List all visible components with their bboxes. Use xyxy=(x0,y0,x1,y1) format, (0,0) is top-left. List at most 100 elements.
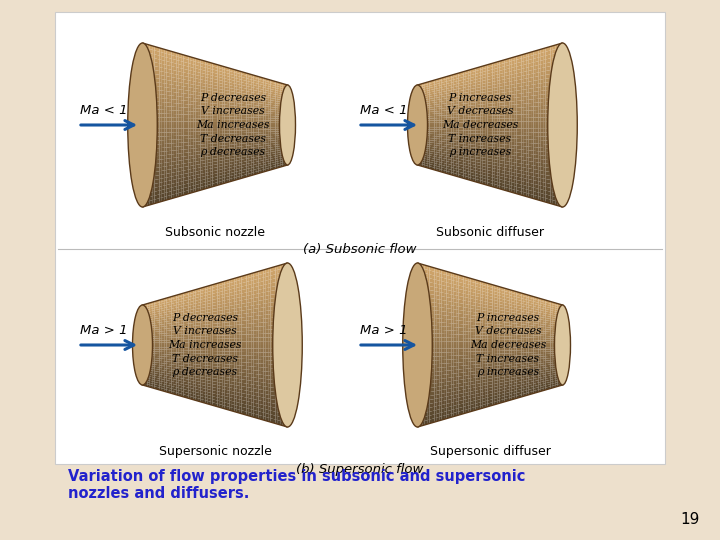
Polygon shape xyxy=(539,132,541,137)
Polygon shape xyxy=(203,380,205,383)
Polygon shape xyxy=(196,389,198,393)
Polygon shape xyxy=(425,144,427,146)
Polygon shape xyxy=(444,345,446,349)
Polygon shape xyxy=(516,372,519,374)
Polygon shape xyxy=(150,200,152,205)
Polygon shape xyxy=(271,160,273,163)
Polygon shape xyxy=(176,114,179,118)
Polygon shape xyxy=(558,303,560,306)
Polygon shape xyxy=(432,356,434,361)
Polygon shape xyxy=(439,118,441,120)
Polygon shape xyxy=(420,353,423,357)
Polygon shape xyxy=(437,166,439,169)
Polygon shape xyxy=(521,181,524,185)
Polygon shape xyxy=(444,378,446,382)
Polygon shape xyxy=(150,360,152,362)
Polygon shape xyxy=(444,132,446,134)
Polygon shape xyxy=(184,303,186,306)
Polygon shape xyxy=(271,91,273,94)
Polygon shape xyxy=(246,369,249,373)
Polygon shape xyxy=(500,391,502,394)
Polygon shape xyxy=(498,144,500,147)
Polygon shape xyxy=(539,166,541,171)
Polygon shape xyxy=(150,366,152,368)
Polygon shape xyxy=(468,312,471,315)
Polygon shape xyxy=(164,76,166,80)
Polygon shape xyxy=(152,129,155,133)
Polygon shape xyxy=(203,397,205,400)
Polygon shape xyxy=(456,135,459,138)
Polygon shape xyxy=(210,119,212,122)
Polygon shape xyxy=(478,309,480,313)
Polygon shape xyxy=(232,292,234,295)
Polygon shape xyxy=(189,73,191,77)
Polygon shape xyxy=(205,345,208,348)
Polygon shape xyxy=(268,98,271,100)
Polygon shape xyxy=(215,360,217,363)
Polygon shape xyxy=(505,362,507,365)
Polygon shape xyxy=(244,376,246,380)
Polygon shape xyxy=(157,51,159,56)
Polygon shape xyxy=(249,363,251,367)
Polygon shape xyxy=(473,147,475,151)
Polygon shape xyxy=(244,143,246,146)
Polygon shape xyxy=(162,197,164,201)
Polygon shape xyxy=(184,114,186,118)
Polygon shape xyxy=(280,125,283,127)
Polygon shape xyxy=(280,337,283,341)
Polygon shape xyxy=(184,292,186,296)
Polygon shape xyxy=(273,419,276,423)
Polygon shape xyxy=(225,171,227,174)
Polygon shape xyxy=(471,139,473,142)
Polygon shape xyxy=(451,377,454,381)
Polygon shape xyxy=(278,161,280,164)
Polygon shape xyxy=(451,284,454,288)
Polygon shape xyxy=(176,103,179,107)
Polygon shape xyxy=(446,88,449,91)
Polygon shape xyxy=(480,131,482,134)
Polygon shape xyxy=(519,55,521,59)
Polygon shape xyxy=(164,125,166,129)
Polygon shape xyxy=(546,318,548,321)
Polygon shape xyxy=(164,110,166,114)
Polygon shape xyxy=(466,165,468,169)
Polygon shape xyxy=(222,174,225,178)
Polygon shape xyxy=(232,325,234,328)
Polygon shape xyxy=(174,374,176,377)
Polygon shape xyxy=(519,350,521,353)
Polygon shape xyxy=(430,388,432,392)
Polygon shape xyxy=(430,364,432,368)
Polygon shape xyxy=(261,389,264,394)
Polygon shape xyxy=(152,137,155,141)
Polygon shape xyxy=(505,342,507,345)
Polygon shape xyxy=(546,387,548,390)
Polygon shape xyxy=(249,165,251,168)
Polygon shape xyxy=(456,404,459,409)
Polygon shape xyxy=(171,362,174,364)
Polygon shape xyxy=(444,334,446,338)
Polygon shape xyxy=(439,315,441,319)
Polygon shape xyxy=(150,302,152,305)
Polygon shape xyxy=(225,329,227,332)
Polygon shape xyxy=(239,141,242,144)
Polygon shape xyxy=(193,75,196,78)
Polygon shape xyxy=(208,153,210,157)
Polygon shape xyxy=(524,89,526,93)
Polygon shape xyxy=(266,345,268,349)
Polygon shape xyxy=(454,99,456,102)
Polygon shape xyxy=(555,384,558,387)
Polygon shape xyxy=(507,69,509,72)
Polygon shape xyxy=(560,355,562,357)
Polygon shape xyxy=(256,279,258,283)
Polygon shape xyxy=(490,165,492,168)
Polygon shape xyxy=(253,399,256,403)
Polygon shape xyxy=(498,325,500,328)
Polygon shape xyxy=(507,381,509,384)
Polygon shape xyxy=(159,381,162,384)
Polygon shape xyxy=(237,338,239,342)
Polygon shape xyxy=(273,90,276,92)
Polygon shape xyxy=(441,146,444,149)
Polygon shape xyxy=(143,305,145,307)
Polygon shape xyxy=(541,352,543,354)
Polygon shape xyxy=(271,392,273,396)
